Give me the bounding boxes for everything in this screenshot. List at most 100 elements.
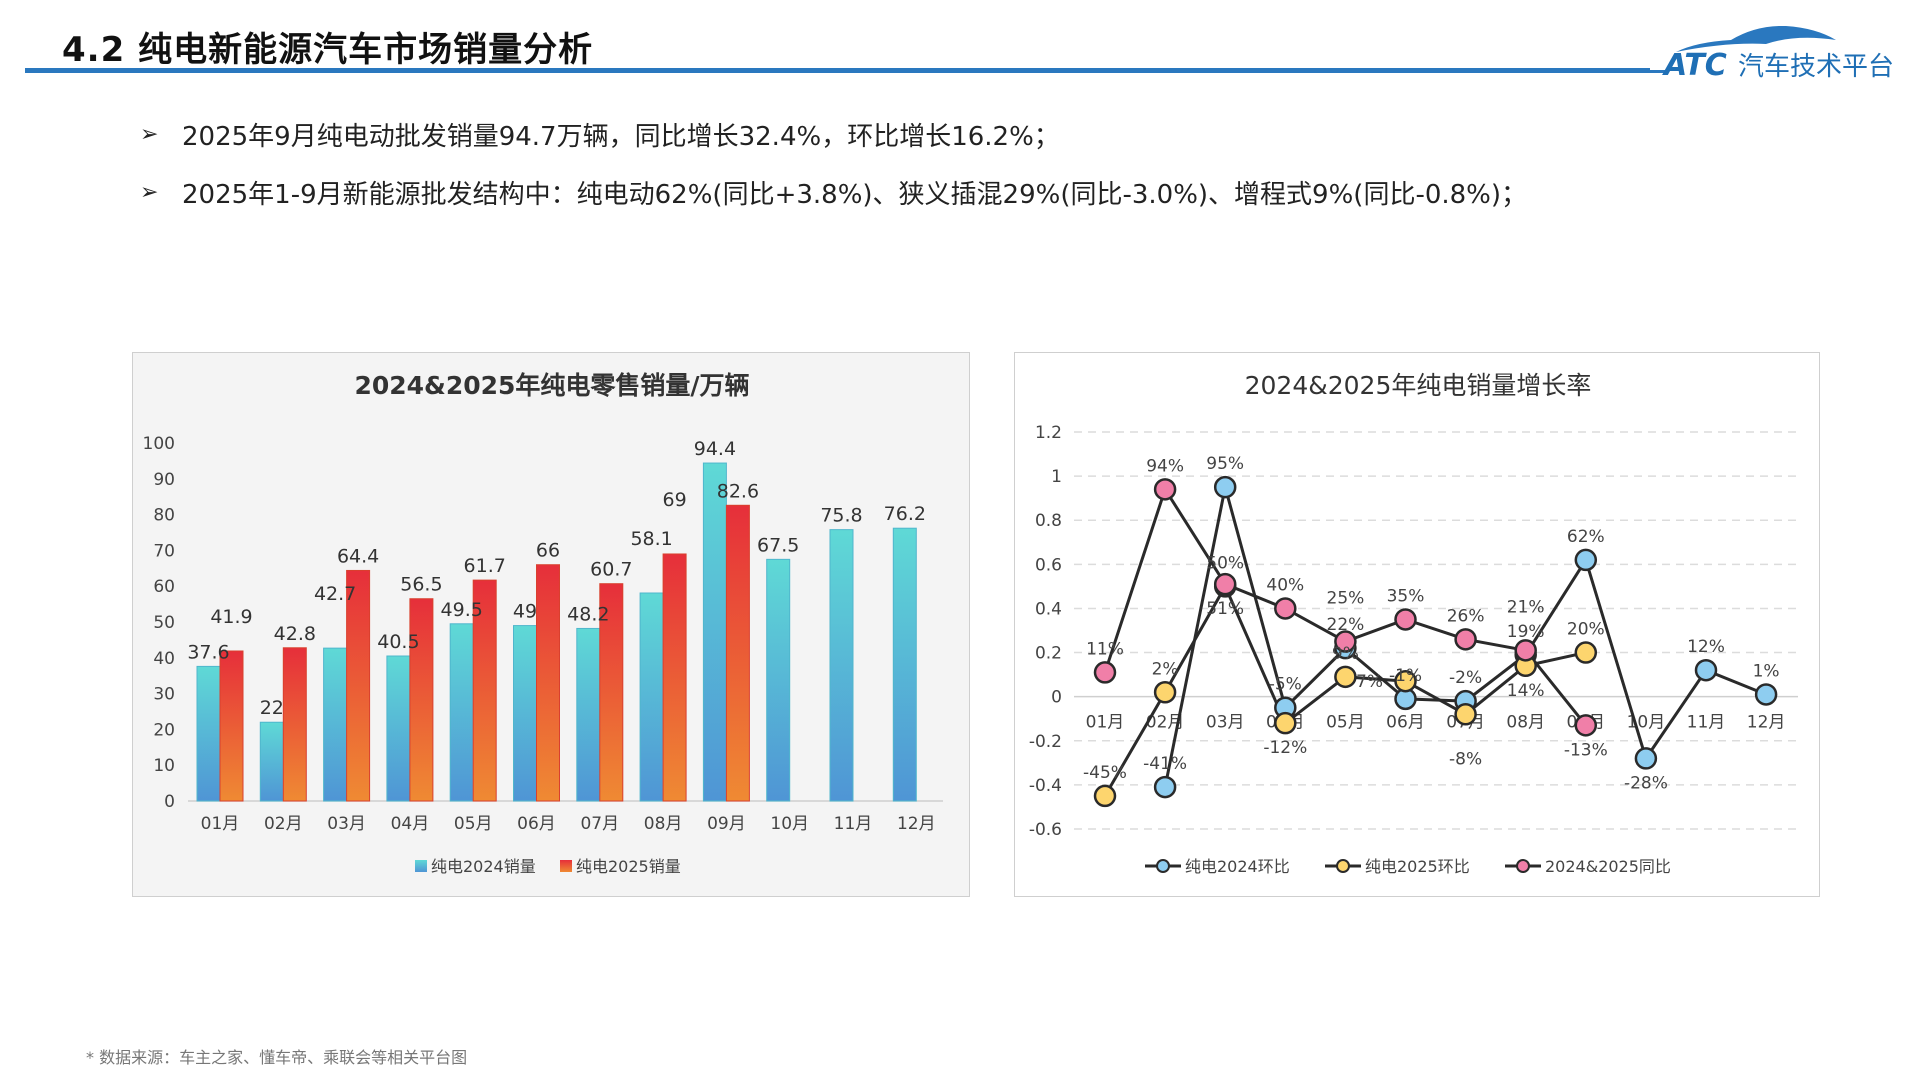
legend-label: 纯电2024环比: [1185, 857, 1290, 876]
data-point: [1574, 714, 1598, 737]
data-point: [1754, 683, 1778, 706]
y-tick-label: 60: [153, 577, 175, 597]
x-tick-label: 03月: [1206, 713, 1245, 733]
legend-marker: [1516, 859, 1530, 873]
x-tick-label: 05月: [454, 814, 493, 834]
data-label: 19%: [1507, 622, 1545, 642]
x-tick-label: 04月: [391, 814, 430, 834]
sales-bar-chart: 2024&2025年纯电零售销量/万辆 0 10 20 30 40 50 60 70 80 90 10…: [143, 371, 943, 876]
bar-2025: [282, 647, 307, 802]
data-label: 37.6: [187, 641, 229, 663]
bar-2024: [892, 527, 917, 802]
data-label: 61.7: [464, 555, 506, 577]
bullet-item: ➢ 2025年9月纯电动批发销量94.7万辆，同比增长32.4%，环比增长16.…: [140, 116, 1060, 153]
data-label: -2%: [1449, 668, 1482, 688]
data-label: 40%: [1266, 575, 1304, 595]
bar-2024: [259, 721, 284, 802]
data-label: 49: [513, 601, 537, 623]
data-label: -13%: [1564, 740, 1608, 760]
data-label: 9%: [1332, 644, 1359, 664]
x-tick-label: 01月: [1086, 713, 1125, 733]
bar-2025: [409, 598, 434, 802]
data-point: [1213, 475, 1237, 499]
legend-swatch: [560, 860, 572, 872]
data-point: [1454, 703, 1477, 726]
data-label: -28%: [1624, 773, 1668, 793]
chart-title: 2024&2025年纯电销量增长率: [1245, 371, 1592, 400]
svg-text:ATC: ATC: [1662, 48, 1727, 80]
data-label: 22%: [1327, 615, 1365, 635]
data-point: [1093, 784, 1117, 808]
legend-marker: [1336, 859, 1350, 873]
data-point: [1574, 641, 1598, 664]
data-label: 76.2: [884, 503, 926, 525]
y-tick-label: 30: [153, 685, 175, 705]
data-label: 94.4: [694, 438, 736, 460]
data-label: 94%: [1146, 456, 1184, 476]
data-source-footnote: * 数据来源：车主之家、懂车帝、乘联会等相关平台图: [86, 1048, 468, 1067]
data-label: 48.2: [567, 603, 609, 625]
data-point: [1694, 658, 1718, 682]
data-label: 95%: [1206, 454, 1244, 474]
y-tick-label: 90: [153, 470, 175, 490]
data-label: 82.6: [717, 480, 759, 502]
arrowhead-bullet-icon: ➢: [140, 122, 159, 147]
bar-2024: [196, 665, 221, 802]
x-tick-label: 11月: [834, 814, 873, 834]
data-label: 21%: [1507, 597, 1545, 617]
bullet-item: ➢ 2025年1-9月新能源批发结构中：纯电动62%(同比+3.8%)、狭义插混…: [140, 174, 1527, 211]
bullet-text: 2025年9月纯电动批发销量94.7万辆，同比增长32.4%，环比增长16.2%…: [182, 122, 1060, 152]
atc-logo: ATC 汽车技术平台: [1636, 25, 1894, 80]
data-label: 35%: [1387, 586, 1425, 606]
y-tick-label: 0.4: [1035, 599, 1062, 619]
data-label: 2%: [1152, 659, 1179, 679]
legend-swatch: [415, 860, 427, 872]
bar-2024: [766, 558, 791, 802]
growth-line-chart-panel: 2024&2025年纯电销量增长率 -0.6 -0.4 -0.2 0 0.2 0.4 0.6 0…: [1014, 352, 1820, 897]
data-label: 14%: [1507, 681, 1545, 701]
data-label: 7%: [1356, 672, 1383, 692]
bar-2024: [576, 627, 601, 802]
data-point: [1213, 572, 1237, 596]
data-label: -41%: [1143, 754, 1187, 774]
data-label: 75.8: [820, 505, 862, 527]
data-point: [1274, 597, 1297, 620]
y-tick-label: 0.8: [1035, 511, 1062, 531]
data-label: -45%: [1083, 763, 1127, 783]
y-tick-label: 0.2: [1035, 644, 1062, 664]
sales-bar-chart-panel: 2024&2025年纯电零售销量/万辆 0 10 20 30 40 50 60 70 80 90 10…: [132, 352, 970, 897]
data-label: 12%: [1687, 637, 1725, 657]
data-label: 67.5: [757, 534, 799, 556]
data-point: [1334, 665, 1357, 689]
bar-2025: [536, 564, 560, 802]
x-tick-label: 06月: [1386, 713, 1425, 733]
data-label: -5%: [1269, 675, 1302, 695]
y-tick-label: 0.6: [1035, 555, 1062, 575]
x-tick-label: 08月: [1506, 713, 1545, 733]
bar-2025: [599, 583, 624, 802]
x-tick-label: 08月: [644, 814, 683, 834]
arrowhead-bullet-icon: ➢: [140, 180, 159, 205]
x-tick-label: 09月: [707, 814, 746, 834]
bar-2024: [639, 592, 664, 802]
data-label: 20%: [1567, 620, 1605, 640]
data-point: [1093, 661, 1117, 684]
bar-2025: [346, 569, 371, 802]
y-tick-label: 40: [153, 649, 175, 669]
data-label: -8%: [1449, 749, 1482, 769]
bar-2025: [725, 504, 750, 802]
y-tick-label: 70: [153, 541, 175, 561]
data-label: 49.5: [441, 599, 483, 621]
y-tick-label: 100: [143, 434, 175, 454]
data-point: [1153, 681, 1177, 704]
data-point: [1454, 628, 1477, 651]
x-tick-label: 03月: [327, 814, 366, 834]
bar-2024: [386, 655, 411, 802]
x-tick-label: 05月: [1326, 713, 1365, 733]
y-tick-label: 50: [153, 613, 175, 633]
x-tick-label: 11月: [1687, 713, 1726, 733]
y-tick-label: -0.2: [1029, 732, 1062, 752]
data-point: [1574, 548, 1598, 572]
y-tick-label: 10: [153, 756, 175, 776]
data-label: 58.1: [630, 528, 672, 550]
